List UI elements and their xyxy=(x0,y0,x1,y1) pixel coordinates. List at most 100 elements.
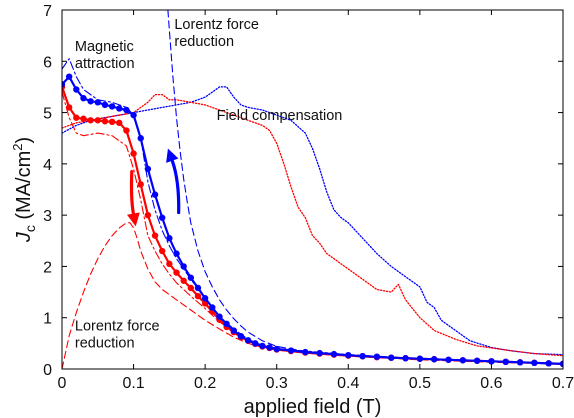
up-arrow-blue-head xyxy=(166,148,179,163)
x-tick-label: 0.4 xyxy=(337,375,359,392)
data-point-blue xyxy=(287,347,295,354)
annotation-label: Magnetic attraction xyxy=(75,39,135,72)
x-tick-label: 0.5 xyxy=(409,375,431,392)
data-point-blue xyxy=(252,340,259,347)
data-point-blue xyxy=(101,101,109,109)
annotation-line: Field compensation xyxy=(217,108,343,124)
data-point-blue xyxy=(216,313,223,320)
data-point-blue xyxy=(545,360,552,367)
data-point-blue xyxy=(116,105,123,112)
series-layer xyxy=(62,10,563,369)
data-point-blue xyxy=(559,360,563,368)
series-dotted-blue xyxy=(62,86,563,356)
series-dashdot-red xyxy=(62,91,563,365)
y-tick-label: 7 xyxy=(43,3,52,20)
data-point-blue xyxy=(73,86,80,93)
data-point-red xyxy=(180,277,187,284)
arrow-layer xyxy=(127,148,181,227)
series-dashed-blue xyxy=(167,10,563,365)
y-tick-label: 4 xyxy=(43,157,52,174)
data-point-blue xyxy=(244,337,252,344)
data-point-red xyxy=(151,232,159,239)
series-dashed-red xyxy=(62,222,563,369)
data-point-blue xyxy=(166,235,173,242)
data-point-blue xyxy=(516,359,524,366)
data-point-blue xyxy=(108,103,116,110)
x-tick-label: 0.1 xyxy=(122,375,144,392)
x-tick-label: 0 xyxy=(58,375,67,392)
plot-frame xyxy=(61,9,564,370)
data-point-blue xyxy=(230,327,237,334)
data-point-blue xyxy=(459,357,466,364)
data-point-blue xyxy=(201,295,209,302)
data-point-blue xyxy=(62,81,66,88)
data-point-blue xyxy=(430,356,438,363)
annotation-line: Lorentz force xyxy=(174,17,259,33)
data-point-blue xyxy=(416,355,424,362)
data-point-red xyxy=(187,284,195,292)
y-tick-label: 3 xyxy=(43,208,52,225)
data-point-red xyxy=(130,150,137,157)
y-tick-label: 1 xyxy=(43,311,52,328)
x-axis-title: applied field (T) xyxy=(244,396,382,418)
data-point-blue xyxy=(273,345,280,353)
y-axis-superscript: 2 xyxy=(10,144,25,151)
tick-layer: 0 0.1 0.2 0.3 0.4 0.5 0.6 0.7 0 1 2 3 4 5 6 7 xyxy=(43,3,574,392)
annotation-line: attraction xyxy=(75,56,135,72)
data-point-blue xyxy=(473,357,481,364)
data-point-blue xyxy=(359,352,366,360)
data-point-red xyxy=(137,181,144,188)
data-point-blue xyxy=(266,344,273,351)
y-axis-subscript: c xyxy=(22,225,38,232)
x-tick-label: 0.3 xyxy=(266,375,288,392)
data-point-blue xyxy=(130,111,137,119)
y-tick-label: 6 xyxy=(43,54,52,71)
data-point-blue xyxy=(173,250,180,257)
data-point-blue xyxy=(316,349,323,357)
data-point-blue xyxy=(388,354,395,361)
series-dotted-red xyxy=(62,93,563,357)
data-point-blue xyxy=(151,191,159,198)
data-point-blue xyxy=(259,342,266,350)
annotation-line: Lorentz force xyxy=(75,319,160,335)
data-point-red xyxy=(116,119,123,127)
y-tick-label: 5 xyxy=(43,106,52,123)
annotation-line: reduction xyxy=(174,34,234,50)
y-axis-unit: (MA/cm xyxy=(13,151,35,225)
data-point-red xyxy=(101,118,109,125)
data-point-red xyxy=(144,211,152,219)
data-point-red xyxy=(94,117,101,124)
data-point-blue xyxy=(187,274,195,281)
data-point-blue xyxy=(144,165,152,173)
x-tick-label: 0.7 xyxy=(552,375,574,392)
data-point-blue xyxy=(502,358,509,366)
annotation-label: Lorentz force reduction xyxy=(75,319,160,352)
x-tick-label: 0.6 xyxy=(480,375,502,392)
data-point-blue xyxy=(137,135,144,142)
data-point-blue xyxy=(94,99,101,106)
y-tick-label: 2 xyxy=(43,259,52,276)
annotation-label: Field compensation xyxy=(217,108,343,124)
data-point-blue xyxy=(302,348,309,356)
data-point-red xyxy=(173,269,180,276)
y-axis-symbol: J xyxy=(13,231,35,243)
data-point-blue xyxy=(80,95,87,102)
down-arrow-red-head xyxy=(127,212,140,227)
data-point-blue xyxy=(330,350,338,358)
y-tick-label: 0 xyxy=(43,362,52,379)
up-arrow-blue-shaft xyxy=(170,159,181,215)
data-point-blue xyxy=(373,353,381,360)
data-point-red xyxy=(108,118,116,126)
y-axis-close: ) xyxy=(13,137,35,144)
x-tick-label: 0.2 xyxy=(194,375,216,392)
data-point-blue xyxy=(87,98,94,105)
down-arrow-red-shaft xyxy=(129,169,136,216)
data-point-blue xyxy=(194,284,202,292)
y-axis-title: Jc (MA/cm2) xyxy=(10,137,38,243)
annotation-line: reduction xyxy=(75,336,135,352)
data-point-red xyxy=(159,247,166,255)
data-point-blue xyxy=(223,320,230,328)
